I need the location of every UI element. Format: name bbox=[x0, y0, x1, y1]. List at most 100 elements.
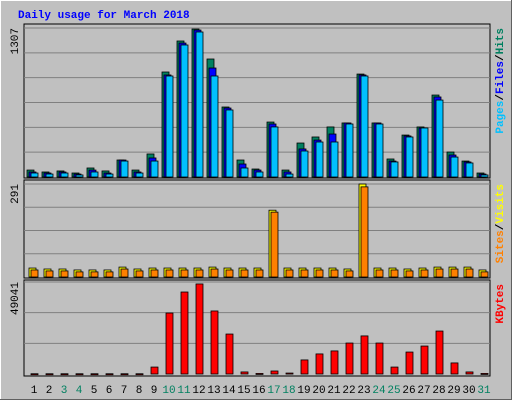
bar bbox=[45, 373, 54, 376]
bar bbox=[390, 161, 399, 178]
bar bbox=[135, 373, 144, 376]
bar bbox=[285, 372, 294, 375]
bar bbox=[75, 271, 84, 278]
bar bbox=[345, 270, 354, 278]
bar bbox=[180, 291, 189, 375]
bar bbox=[420, 345, 429, 375]
bar bbox=[120, 373, 129, 376]
x-tick-label: 5 bbox=[91, 385, 98, 397]
bar bbox=[285, 173, 294, 178]
x-tick-label: 26 bbox=[402, 385, 415, 397]
x-tick-label: 19 bbox=[297, 385, 310, 397]
bar bbox=[150, 269, 159, 278]
bar bbox=[270, 211, 279, 278]
x-tick-label: 16 bbox=[252, 385, 265, 397]
bar bbox=[360, 335, 369, 375]
bar bbox=[60, 172, 69, 178]
chart-title: Daily usage for March 2018 bbox=[18, 10, 190, 22]
y-tick-label: 1307 bbox=[10, 28, 22, 54]
bar bbox=[270, 126, 279, 178]
x-tick-label: 11 bbox=[177, 385, 191, 397]
x-tick-label: 31 bbox=[477, 385, 491, 397]
bar bbox=[135, 270, 144, 278]
legend-separator: / bbox=[495, 94, 507, 101]
bar bbox=[45, 270, 54, 278]
bar bbox=[255, 171, 264, 178]
bar bbox=[240, 269, 249, 278]
bar bbox=[135, 172, 144, 178]
bar bbox=[210, 268, 219, 278]
bar bbox=[45, 173, 54, 178]
bar bbox=[465, 371, 474, 375]
bar bbox=[345, 123, 354, 178]
bar bbox=[150, 366, 159, 375]
panel bbox=[23, 179, 491, 279]
bar bbox=[195, 31, 204, 178]
bar bbox=[375, 269, 384, 278]
bar bbox=[405, 351, 414, 375]
x-tick-label: 30 bbox=[462, 385, 475, 397]
x-tick-label: 28 bbox=[432, 385, 445, 397]
bar bbox=[300, 359, 309, 375]
bar bbox=[420, 127, 429, 178]
bar bbox=[165, 312, 174, 375]
bar bbox=[30, 373, 39, 376]
bar bbox=[210, 75, 219, 178]
bar bbox=[360, 75, 369, 178]
bar bbox=[90, 271, 99, 278]
bar bbox=[105, 173, 114, 178]
legend-entry: Visits bbox=[495, 184, 507, 224]
bar bbox=[465, 268, 474, 278]
bar bbox=[90, 373, 99, 376]
x-tick-label: 3 bbox=[61, 385, 68, 397]
bar bbox=[435, 268, 444, 278]
legend: Sites/Visits bbox=[495, 184, 507, 263]
bar bbox=[75, 174, 84, 178]
x-tick-label: 10 bbox=[162, 385, 175, 397]
bar bbox=[30, 172, 39, 178]
y-tick-label: 49041 bbox=[10, 282, 22, 315]
x-tick-label: 14 bbox=[222, 385, 236, 397]
bar bbox=[315, 141, 324, 178]
bar bbox=[405, 270, 414, 278]
bar bbox=[255, 269, 264, 278]
legend: KBytes bbox=[495, 284, 507, 324]
bar bbox=[105, 373, 114, 376]
x-tick-label: 23 bbox=[357, 385, 370, 397]
x-tick-label: 2 bbox=[46, 385, 53, 397]
legend-separator: / bbox=[495, 223, 507, 230]
legend-entry: Files bbox=[495, 61, 507, 94]
bar bbox=[345, 342, 354, 375]
bar bbox=[465, 162, 474, 178]
bar bbox=[195, 283, 204, 375]
bar bbox=[225, 269, 234, 278]
bar bbox=[315, 269, 324, 278]
bar bbox=[300, 150, 309, 178]
bar bbox=[450, 268, 459, 278]
x-tick-label: 4 bbox=[76, 385, 83, 397]
bar bbox=[180, 44, 189, 178]
bar bbox=[240, 167, 249, 178]
x-tick-label: 25 bbox=[387, 385, 400, 397]
bar bbox=[480, 271, 489, 278]
bar bbox=[330, 141, 339, 178]
y-tick-label: 291 bbox=[10, 184, 22, 204]
bar bbox=[60, 270, 69, 278]
x-tick-label: 17 bbox=[267, 385, 280, 397]
bar bbox=[375, 123, 384, 178]
bar bbox=[75, 373, 84, 376]
x-tick-label: 7 bbox=[121, 385, 128, 397]
bar bbox=[165, 269, 174, 278]
bar bbox=[375, 342, 384, 375]
bar bbox=[105, 271, 114, 278]
bar bbox=[435, 330, 444, 375]
bar bbox=[90, 171, 99, 178]
bar bbox=[210, 310, 219, 375]
x-tick-label: 18 bbox=[282, 385, 295, 397]
bar bbox=[480, 373, 489, 375]
bar bbox=[120, 268, 129, 278]
legend-separator: / bbox=[495, 54, 507, 61]
bar bbox=[255, 373, 264, 375]
bar bbox=[180, 269, 189, 278]
x-tick-label: 13 bbox=[207, 385, 220, 397]
